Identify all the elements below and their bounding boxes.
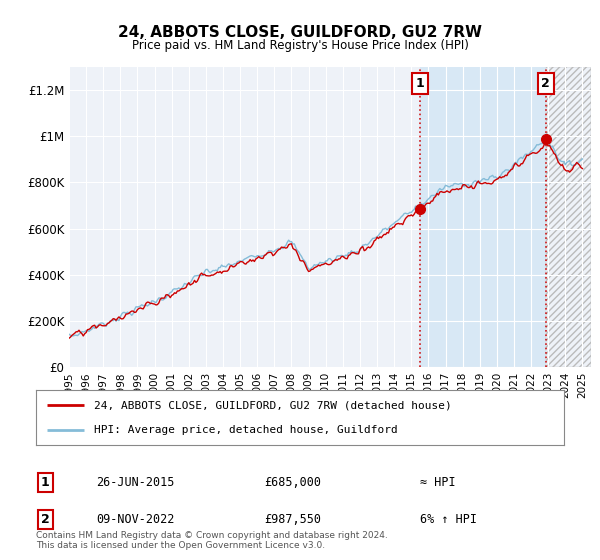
Text: 09-NOV-2022: 09-NOV-2022 [96,513,175,526]
Text: Price paid vs. HM Land Registry's House Price Index (HPI): Price paid vs. HM Land Registry's House … [131,39,469,53]
Text: 24, ABBOTS CLOSE, GUILDFORD, GU2 7RW: 24, ABBOTS CLOSE, GUILDFORD, GU2 7RW [118,25,482,40]
Text: £987,550: £987,550 [264,513,321,526]
Text: 2: 2 [41,513,49,526]
Text: Contains HM Land Registry data © Crown copyright and database right 2024.
This d: Contains HM Land Registry data © Crown c… [36,530,388,550]
Text: HPI: Average price, detached house, Guildford: HPI: Average price, detached house, Guil… [94,426,398,435]
Text: 26-JUN-2015: 26-JUN-2015 [96,476,175,489]
Bar [419,67,546,367]
Text: 1: 1 [41,476,49,489]
Text: 6% ↑ HPI: 6% ↑ HPI [420,513,477,526]
Text: £685,000: £685,000 [264,476,321,489]
Text: 1: 1 [415,77,424,90]
Bar [546,67,591,367]
Bar [546,67,591,367]
Text: ≈ HPI: ≈ HPI [420,476,455,489]
Text: 2: 2 [541,77,550,90]
Text: 24, ABBOTS CLOSE, GUILDFORD, GU2 7RW (detached house): 24, ABBOTS CLOSE, GUILDFORD, GU2 7RW (de… [94,400,452,410]
